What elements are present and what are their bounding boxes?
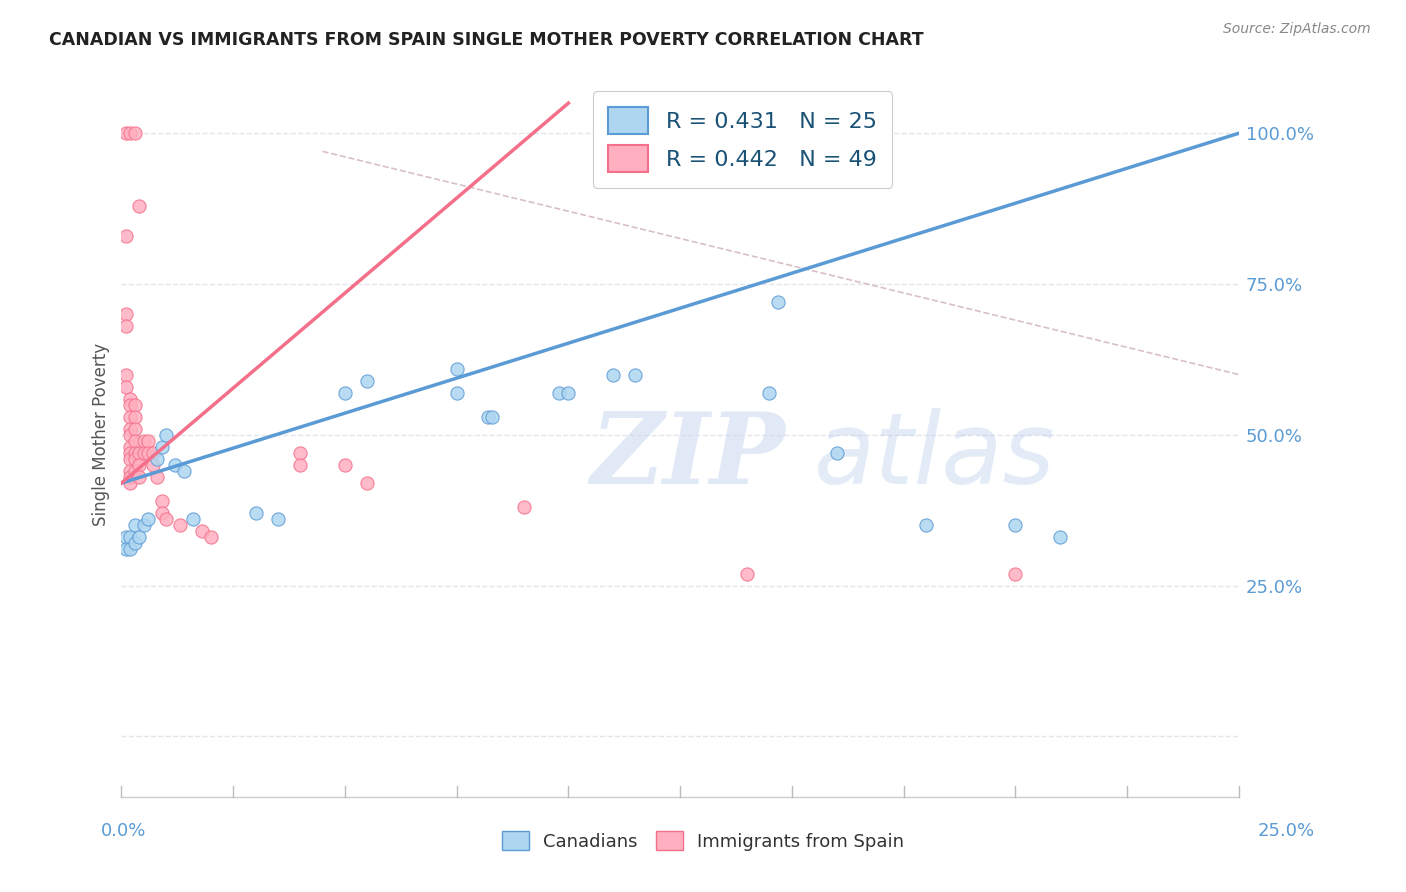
Point [120,409,142,424]
Text: 25.0%: 25.0% [1257,822,1315,840]
Point [915,518,938,533]
Point [132,434,155,448]
Point [115,307,138,321]
Point [120,392,142,406]
Text: 0.0%: 0.0% [101,822,146,840]
Point [120,530,142,544]
Point [155,428,177,442]
Point [735,566,758,581]
Point [191,524,214,539]
Point [155,512,177,526]
Point [120,428,142,442]
Point [120,476,142,491]
Point [290,458,312,472]
Legend: R = 0.431   N = 25, R = 0.442   N = 49: R = 0.431 N = 25, R = 0.442 N = 49 [592,91,893,188]
Point [128,530,150,544]
Point [120,398,142,412]
Y-axis label: Single Mother Poverty: Single Mother Poverty [93,343,110,526]
Point [758,385,780,400]
Point [120,126,142,140]
Point [481,409,503,424]
Point [146,470,169,484]
Point [1004,518,1026,533]
Point [267,512,290,526]
Point [150,506,173,520]
Point [142,446,165,460]
Point [128,446,150,460]
Point [602,368,624,382]
Point [128,458,150,472]
Point [446,361,468,376]
Point [128,470,150,484]
Point [136,434,159,448]
Point [124,434,146,448]
Point [120,452,142,467]
Point [115,319,138,334]
Point [120,470,142,484]
Point [124,398,146,412]
Legend: Canadians, Immigrants from Spain: Canadians, Immigrants from Spain [495,824,911,858]
Point [115,228,138,243]
Point [333,385,356,400]
Point [136,512,159,526]
Point [124,446,146,460]
Point [356,374,378,388]
Point [132,446,155,460]
Point [290,446,312,460]
Point [477,409,499,424]
Point [136,446,159,460]
Point [512,500,534,515]
Point [825,446,848,460]
Point [120,422,142,436]
Point [142,458,165,472]
Text: atlas: atlas [814,408,1056,505]
Point [120,542,142,557]
Point [124,126,146,140]
Text: Source: ZipAtlas.com: Source: ZipAtlas.com [1223,22,1371,37]
Point [124,409,146,424]
Point [120,464,142,478]
Point [150,440,173,454]
Point [115,126,138,140]
Point [165,458,187,472]
Point [333,458,356,472]
Point [132,518,155,533]
Point [557,385,579,400]
Point [120,440,142,454]
Point [115,379,138,393]
Point [124,536,146,550]
Point [181,512,204,526]
Point [1004,566,1026,581]
Point [169,518,191,533]
Point [124,422,146,436]
Point [150,494,173,508]
Point [120,446,142,460]
Text: CANADIAN VS IMMIGRANTS FROM SPAIN SINGLE MOTHER POVERTY CORRELATION CHART: CANADIAN VS IMMIGRANTS FROM SPAIN SINGLE… [49,31,924,49]
Point [115,530,138,544]
Point [1049,530,1071,544]
Point [146,452,169,467]
Point [124,452,146,467]
Text: ZIP: ZIP [591,409,786,505]
Point [446,385,468,400]
Point [624,368,647,382]
Point [356,476,378,491]
Point [124,464,146,478]
Point [115,542,138,557]
Point [173,464,195,478]
Point [115,368,138,382]
Point [768,295,790,310]
Point [245,506,267,520]
Point [128,199,150,213]
Point [200,530,222,544]
Point [548,385,571,400]
Point [124,518,146,533]
